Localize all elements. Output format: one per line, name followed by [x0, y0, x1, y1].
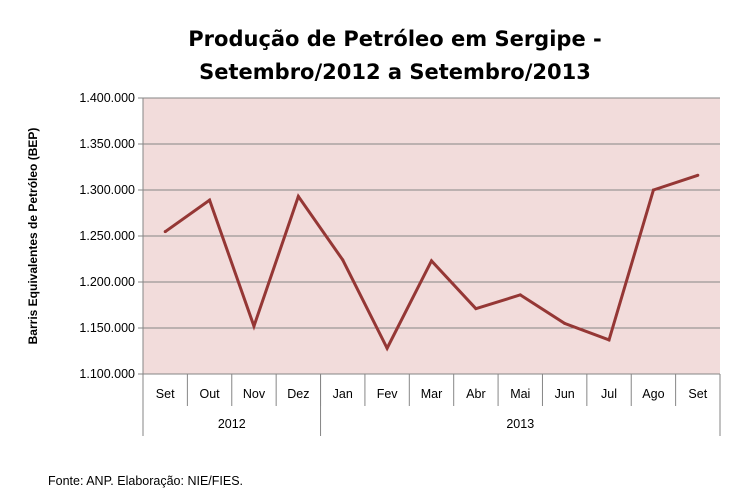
x-tick-label: Abr: [466, 387, 485, 401]
data-point: [341, 258, 345, 262]
x-tick-label: Jan: [333, 387, 353, 401]
y-tick-label: 1.300.000: [79, 183, 135, 197]
x-tick-label: Jun: [555, 387, 575, 401]
x-tick-label: Nov: [243, 387, 266, 401]
x-tick-label: Dez: [287, 387, 309, 401]
data-point: [651, 188, 655, 192]
x-tick-label: Mar: [421, 387, 443, 401]
x-tick-label: Fev: [377, 387, 399, 401]
y-axis-label: Barris Equivalentes de Petróleo (BEP): [26, 128, 40, 345]
data-point: [518, 293, 522, 297]
x-tick-label: Jul: [601, 387, 617, 401]
x-tick-label: Mai: [510, 387, 530, 401]
y-tick-label: 1.100.000: [79, 367, 135, 381]
data-point: [696, 173, 700, 177]
data-point: [607, 338, 611, 342]
x-tick-label: Out: [199, 387, 220, 401]
chart-title-line-1: Produção de Petróleo em Sergipe -: [188, 27, 601, 51]
data-point: [430, 259, 433, 263]
x-tick-label: Ago: [642, 387, 664, 401]
chart-title-line-2: Setembro/2012 a Setembro/2013: [199, 60, 591, 84]
x-tick-label: Set: [688, 387, 707, 401]
y-tick-label: 1.400.000: [79, 91, 135, 105]
x-tick-label: Set: [156, 387, 175, 401]
data-point: [385, 346, 389, 350]
y-tick-label: 1.350.000: [79, 137, 135, 151]
y-tick-label: 1.250.000: [79, 229, 135, 243]
data-point: [208, 198, 212, 202]
data-point: [474, 307, 478, 311]
y-tick-label: 1.200.000: [79, 275, 135, 289]
data-point: [563, 321, 567, 325]
data-point: [252, 324, 256, 328]
data-point: [296, 194, 300, 198]
x-group-label: 2012: [218, 417, 246, 431]
data-point: [163, 230, 167, 234]
y-tick-label: 1.150.000: [79, 321, 135, 335]
x-group-label: 2013: [506, 417, 534, 431]
source-note: Fonte: ANP. Elaboração: NIE/FIES.: [48, 474, 243, 488]
